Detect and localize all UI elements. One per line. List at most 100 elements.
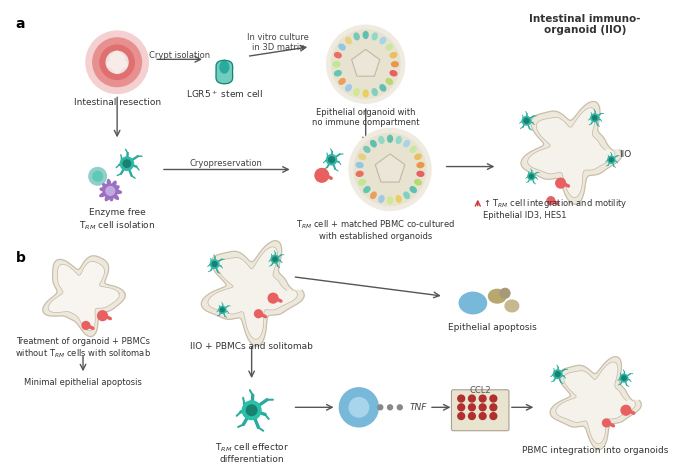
Ellipse shape [339, 44, 345, 50]
Ellipse shape [414, 179, 421, 185]
Ellipse shape [390, 53, 397, 58]
Text: TNF: TNF [410, 403, 427, 412]
Ellipse shape [386, 79, 393, 84]
Ellipse shape [363, 90, 368, 97]
Text: Enzyme free
T$_{RM}$ cell isolation: Enzyme free T$_{RM}$ cell isolation [79, 208, 155, 232]
Circle shape [221, 308, 225, 312]
Ellipse shape [356, 163, 363, 168]
Circle shape [469, 404, 475, 411]
Circle shape [106, 187, 114, 195]
Ellipse shape [334, 71, 341, 76]
Circle shape [610, 158, 613, 162]
Circle shape [556, 372, 560, 377]
Ellipse shape [388, 197, 393, 204]
Ellipse shape [363, 31, 368, 39]
Circle shape [247, 405, 257, 416]
Text: Epithelial apoptosis: Epithelial apoptosis [448, 323, 537, 331]
Polygon shape [527, 108, 615, 198]
Text: a: a [16, 18, 25, 31]
Ellipse shape [346, 85, 351, 91]
Polygon shape [42, 256, 125, 337]
Polygon shape [556, 362, 636, 444]
Circle shape [479, 404, 486, 411]
Circle shape [388, 405, 393, 410]
Polygon shape [351, 50, 379, 76]
Polygon shape [208, 247, 297, 339]
Ellipse shape [359, 154, 365, 159]
Polygon shape [201, 241, 304, 346]
Circle shape [339, 388, 378, 427]
Circle shape [212, 262, 217, 267]
Ellipse shape [392, 62, 399, 67]
Text: LGR5$^+$ stem cell: LGR5$^+$ stem cell [186, 89, 263, 100]
Ellipse shape [220, 61, 229, 73]
Circle shape [608, 156, 615, 163]
Circle shape [479, 395, 486, 402]
Circle shape [556, 178, 566, 188]
Circle shape [315, 169, 329, 182]
Circle shape [524, 119, 529, 123]
Ellipse shape [354, 33, 359, 40]
Circle shape [327, 155, 336, 165]
Text: T$_{RM}$ cell effector
differentiation: T$_{RM}$ cell effector differentiation [214, 441, 288, 464]
Polygon shape [100, 179, 121, 201]
Circle shape [100, 45, 134, 79]
Circle shape [92, 38, 142, 87]
Circle shape [528, 173, 535, 180]
Ellipse shape [380, 85, 386, 91]
Circle shape [378, 405, 383, 410]
Text: Cryopreservation: Cryopreservation [190, 159, 263, 168]
Ellipse shape [388, 135, 393, 142]
Circle shape [490, 404, 497, 411]
Circle shape [273, 257, 277, 261]
Ellipse shape [371, 192, 376, 198]
Ellipse shape [410, 147, 416, 152]
Text: Epithelial organoid with
no immune compartment: Epithelial organoid with no immune compa… [312, 108, 419, 128]
Ellipse shape [390, 71, 397, 76]
Polygon shape [375, 154, 405, 182]
Circle shape [547, 197, 555, 205]
Ellipse shape [404, 192, 410, 198]
Circle shape [86, 31, 149, 93]
Circle shape [458, 404, 464, 411]
Circle shape [89, 168, 106, 185]
Circle shape [242, 401, 261, 420]
Circle shape [349, 129, 431, 210]
Circle shape [458, 413, 464, 419]
Polygon shape [108, 51, 127, 73]
Polygon shape [550, 357, 641, 450]
Ellipse shape [356, 171, 363, 176]
Text: In vitro culture
in 3D matrix: In vitro culture in 3D matrix [247, 33, 309, 52]
Circle shape [603, 419, 610, 427]
Ellipse shape [379, 137, 384, 143]
Ellipse shape [500, 288, 510, 298]
Circle shape [329, 157, 334, 163]
Circle shape [269, 293, 278, 303]
Circle shape [490, 413, 497, 419]
Circle shape [622, 376, 626, 380]
Ellipse shape [364, 187, 370, 192]
Circle shape [469, 413, 475, 419]
Circle shape [458, 395, 464, 402]
Ellipse shape [396, 196, 401, 202]
Circle shape [530, 174, 534, 178]
Ellipse shape [396, 137, 401, 143]
Circle shape [620, 374, 628, 382]
Ellipse shape [417, 171, 424, 176]
Circle shape [271, 255, 279, 263]
Ellipse shape [417, 163, 424, 168]
Ellipse shape [372, 89, 377, 95]
Polygon shape [216, 60, 233, 84]
Circle shape [553, 370, 562, 378]
Ellipse shape [380, 38, 386, 44]
Text: b: b [16, 251, 25, 265]
Ellipse shape [404, 140, 410, 147]
Circle shape [332, 30, 400, 99]
Circle shape [106, 51, 128, 73]
Circle shape [121, 157, 134, 170]
Circle shape [123, 160, 131, 168]
Text: Intestinal immuno-
organoid (IIO): Intestinal immuno- organoid (IIO) [530, 13, 640, 35]
Circle shape [593, 116, 597, 120]
Ellipse shape [371, 140, 376, 147]
Text: T$_{RM}$ cell + matched PBMC co-cultured
with established organoids: T$_{RM}$ cell + matched PBMC co-cultured… [296, 218, 455, 241]
